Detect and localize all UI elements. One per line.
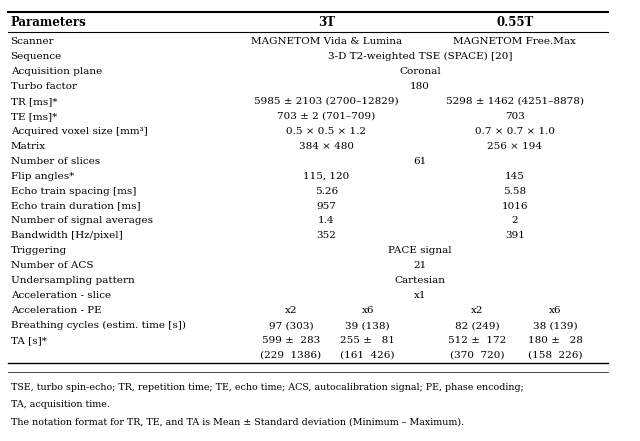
- Text: 512 ±  172: 512 ± 172: [448, 336, 506, 345]
- Text: x1: x1: [413, 291, 426, 300]
- Text: MAGNETOM Vida & Lumina: MAGNETOM Vida & Lumina: [251, 37, 402, 46]
- Text: (229  1386): (229 1386): [260, 351, 322, 360]
- Text: 0.7 × 0.7 × 1.0: 0.7 × 0.7 × 1.0: [475, 127, 555, 136]
- Text: TE [ms]*: TE [ms]*: [11, 112, 57, 121]
- Text: 703: 703: [505, 112, 525, 121]
- Text: Triggering: Triggering: [11, 247, 67, 255]
- Text: x2: x2: [471, 306, 483, 315]
- Text: 82 (249): 82 (249): [455, 321, 500, 330]
- Text: Number of signal averages: Number of signal averages: [11, 217, 152, 225]
- Text: 703 ± 2 (701–709): 703 ± 2 (701–709): [277, 112, 376, 121]
- Text: 5298 ± 1462 (4251–8878): 5298 ± 1462 (4251–8878): [446, 97, 584, 106]
- Text: Acceleration - PE: Acceleration - PE: [11, 306, 101, 315]
- Text: 1016: 1016: [502, 202, 528, 210]
- Text: 39 (138): 39 (138): [346, 321, 390, 330]
- Text: Bandwidth [Hz/pixel]: Bandwidth [Hz/pixel]: [11, 232, 122, 240]
- Text: 0.55T: 0.55T: [496, 16, 533, 29]
- Text: Echo train spacing [ms]: Echo train spacing [ms]: [11, 187, 136, 196]
- Text: 2: 2: [511, 217, 518, 225]
- Text: Scanner: Scanner: [11, 37, 54, 46]
- Text: (158  226): (158 226): [528, 351, 582, 360]
- Text: Cartesian: Cartesian: [394, 276, 445, 285]
- Text: The notation format for TR, TE, and TA is Mean ± Standard deviation (Minimum – M: The notation format for TR, TE, and TA i…: [11, 418, 464, 426]
- Text: Parameters: Parameters: [11, 16, 86, 29]
- Text: 255 ±   81: 255 ± 81: [340, 336, 395, 345]
- Text: Number of slices: Number of slices: [11, 157, 100, 166]
- Text: 957: 957: [316, 202, 336, 210]
- Text: TA [s]*: TA [s]*: [11, 336, 47, 345]
- Text: PACE signal: PACE signal: [388, 247, 452, 255]
- Text: Undersampling pattern: Undersampling pattern: [11, 276, 134, 285]
- Text: Echo train duration [ms]: Echo train duration [ms]: [11, 202, 140, 210]
- Text: 115, 120: 115, 120: [303, 172, 349, 181]
- Text: Number of ACS: Number of ACS: [11, 262, 93, 270]
- Text: Acquired voxel size [mm³]: Acquired voxel size [mm³]: [11, 127, 147, 136]
- Text: x6: x6: [362, 306, 374, 315]
- Text: Coronal: Coronal: [399, 67, 441, 76]
- Text: 5985 ± 2103 (2700–12829): 5985 ± 2103 (2700–12829): [254, 97, 399, 106]
- Text: Matrix: Matrix: [11, 142, 45, 151]
- Text: 5.58: 5.58: [503, 187, 526, 196]
- Text: Acceleration - slice: Acceleration - slice: [11, 291, 111, 300]
- Text: 599 ±  283: 599 ± 283: [262, 336, 320, 345]
- Text: 391: 391: [505, 232, 525, 240]
- Text: x6: x6: [549, 306, 562, 315]
- Text: x2: x2: [285, 306, 298, 315]
- Text: Breathing cycles (estim. time [s]): Breathing cycles (estim. time [s]): [11, 321, 186, 330]
- Text: 384 × 480: 384 × 480: [299, 142, 354, 151]
- Text: 256 × 194: 256 × 194: [487, 142, 542, 151]
- Text: 21: 21: [413, 262, 426, 270]
- Text: Turbo factor: Turbo factor: [11, 82, 77, 91]
- Text: 97 (303): 97 (303): [269, 321, 314, 330]
- Text: 1.4: 1.4: [318, 217, 335, 225]
- Text: (161  426): (161 426): [340, 351, 395, 360]
- Text: 145: 145: [505, 172, 525, 181]
- Text: MAGNETOM Free.Max: MAGNETOM Free.Max: [453, 37, 576, 46]
- Text: TR [ms]*: TR [ms]*: [11, 97, 57, 106]
- Text: 61: 61: [413, 157, 426, 166]
- Text: 5.26: 5.26: [315, 187, 338, 196]
- Text: (370  720): (370 720): [450, 351, 504, 360]
- Text: 180: 180: [410, 82, 429, 91]
- Text: Sequence: Sequence: [11, 52, 62, 61]
- Text: Acquisition plane: Acquisition plane: [11, 67, 102, 76]
- Text: 180 ±   28: 180 ± 28: [528, 336, 583, 345]
- Text: 3T: 3T: [318, 16, 335, 29]
- Text: 0.5 × 0.5 × 1.2: 0.5 × 0.5 × 1.2: [286, 127, 366, 136]
- Text: TA, acquisition time.: TA, acquisition time.: [11, 400, 109, 409]
- Text: 352: 352: [316, 232, 336, 240]
- Text: TSE, turbo spin-echo; TR, repetition time; TE, echo time; ACS, autocalibration s: TSE, turbo spin-echo; TR, repetition tim…: [11, 382, 524, 392]
- Text: 38 (139): 38 (139): [533, 321, 578, 330]
- Text: Flip angles*: Flip angles*: [11, 172, 74, 181]
- Text: 3-D T2-weighted TSE (SPACE) [20]: 3-D T2-weighted TSE (SPACE) [20]: [328, 52, 512, 61]
